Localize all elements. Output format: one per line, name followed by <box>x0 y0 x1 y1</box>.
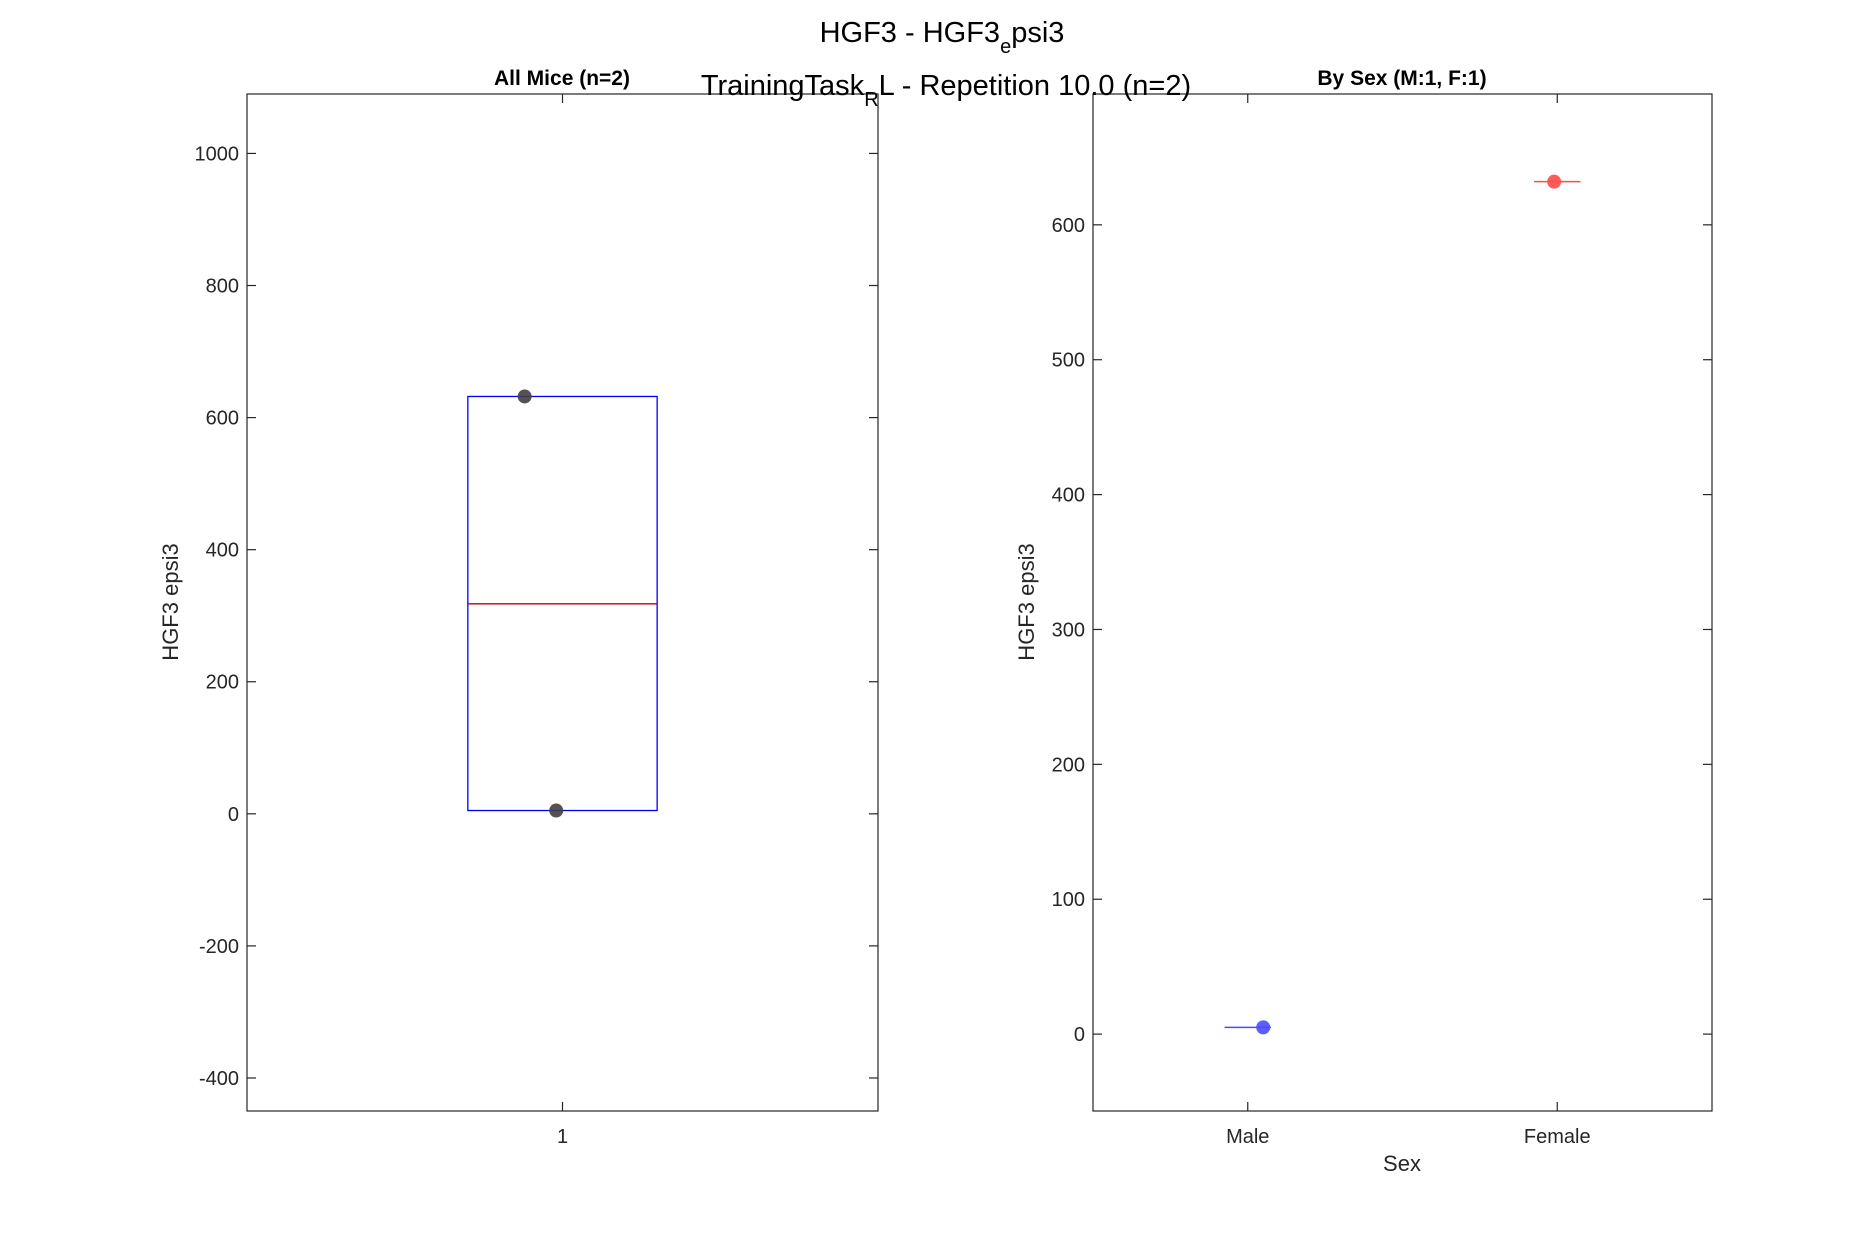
y-axis-ticks: -400 -200 0 200 400 600 800 1000 <box>195 143 878 1090</box>
x-tick-label: 1 <box>557 1126 568 1148</box>
y-tick-label: 200 <box>206 672 239 694</box>
y-tick-label: 300 <box>1052 619 1085 641</box>
axes-by-sex-xlabel: Sex <box>1383 1151 1421 1176</box>
y-tick-label: 400 <box>1052 485 1085 507</box>
x-axis-ticks: Male Female <box>1226 94 1591 1148</box>
y-tick-label: 400 <box>206 540 239 562</box>
axes-all-mice-title: All Mice (n=2) <box>494 67 630 90</box>
axes-by-sex-ylabel: HGF3 epsi3 <box>1014 543 1039 660</box>
y-tick-label: 200 <box>1052 754 1085 776</box>
data-point <box>1547 174 1562 189</box>
axes-by-sex-frame <box>1092 93 1713 1112</box>
x-axis-ticks: 1 <box>557 94 568 1148</box>
y-tick-label: -200 <box>199 936 239 958</box>
x-tick-label: Male <box>1226 1126 1269 1148</box>
axes-all-mice-frame <box>246 93 879 1112</box>
figure-title-line1: HGF3 - HGF3epsi3 <box>820 17 1065 58</box>
axes-all-mice: -400 -200 0 200 400 600 800 1000 1 All Mice (n=… <box>158 67 879 1148</box>
y-tick-label: -400 <box>199 1068 239 1090</box>
y-tick-label: 1000 <box>195 143 240 165</box>
y-tick-label: 600 <box>206 408 239 430</box>
plot-marks <box>467 389 658 818</box>
x-tick-label: Female <box>1524 1126 1591 1148</box>
y-axis-ticks: 0 100 200 300 400 500 600 <box>1052 215 1712 1046</box>
y-tick-label: 600 <box>1052 215 1085 237</box>
axes-by-sex-title: By Sex (M:1, F:1) <box>1317 67 1486 90</box>
y-tick-label: 500 <box>1052 350 1085 372</box>
y-tick-label: 0 <box>1074 1024 1085 1046</box>
y-tick-label: 0 <box>228 804 239 826</box>
y-tick-label: 100 <box>1052 889 1085 911</box>
data-point <box>1256 1020 1271 1035</box>
data-point <box>517 389 532 404</box>
data-point <box>549 803 564 818</box>
axes-by-sex: 0 100 200 300 400 500 600 Male Female By Sex (M… <box>1014 67 1713 1176</box>
figure-title-line2: TrainingTaskRL - Repetition 10.0 (n=2) <box>701 70 1191 111</box>
y-tick-label: 800 <box>206 276 239 298</box>
axes-all-mice-ylabel: HGF3 epsi3 <box>158 543 183 660</box>
plot-marks <box>1224 174 1581 1035</box>
